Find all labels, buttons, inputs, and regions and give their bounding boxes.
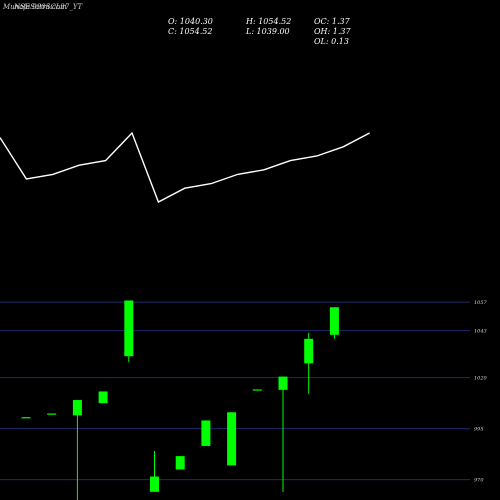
oh-value: OH: 1.37: [314, 27, 351, 36]
y-axis-ticks: 1057 1043 1020 995 970: [474, 300, 488, 483]
gridlines: [0, 301, 470, 481]
close-value: C: 1054.52: [168, 27, 213, 36]
title-prefix: MunafaSutra.com: [3, 3, 67, 11]
ohlc-left-column: O: 1040.30 C: 1054.52: [168, 17, 213, 37]
oc-value: OC: 1.37: [314, 17, 350, 26]
ol-value: OL: 0.13: [314, 37, 349, 46]
open-value: O: 1040.30: [168, 17, 213, 26]
candle-body-up: [124, 300, 134, 357]
line-chart-layer: [0, 131, 370, 203]
candle-body-up: [98, 391, 108, 404]
candlestick-layer: [21, 300, 339, 500]
candle-body-up: [150, 476, 159, 492]
candle-body-up: [47, 413, 57, 415]
ohlc-right-column: OC: 1.37 OH: 1.37 OL: 0.13: [314, 17, 351, 47]
candle-body-up: [72, 400, 82, 416]
y-tick-label: 1057: [474, 300, 488, 306]
candle-body-up: [329, 307, 339, 335]
low-value: L: 1039.00: [246, 27, 290, 36]
candle-body-up: [201, 420, 211, 446]
price-line-series: [0, 131, 370, 203]
candle-body-up: [21, 417, 31, 419]
candle-body-up: [227, 412, 237, 466]
y-tick-label: 1043: [474, 329, 487, 335]
candle-body-up: [304, 338, 314, 364]
candle-body-up: [252, 389, 262, 391]
ohlc-middle-column: H: 1054.52 L: 1039.00: [246, 17, 291, 37]
y-tick-label: 970: [474, 478, 484, 484]
title-symbol: NSE 990SCL27_YT: [14, 3, 83, 11]
candle-body-up: [175, 456, 185, 470]
y-tick-label: 1020: [474, 376, 488, 382]
high-value: H: 1054.52: [246, 17, 292, 26]
y-tick-label: 995: [474, 427, 484, 433]
candle-body-up: [278, 376, 288, 390]
